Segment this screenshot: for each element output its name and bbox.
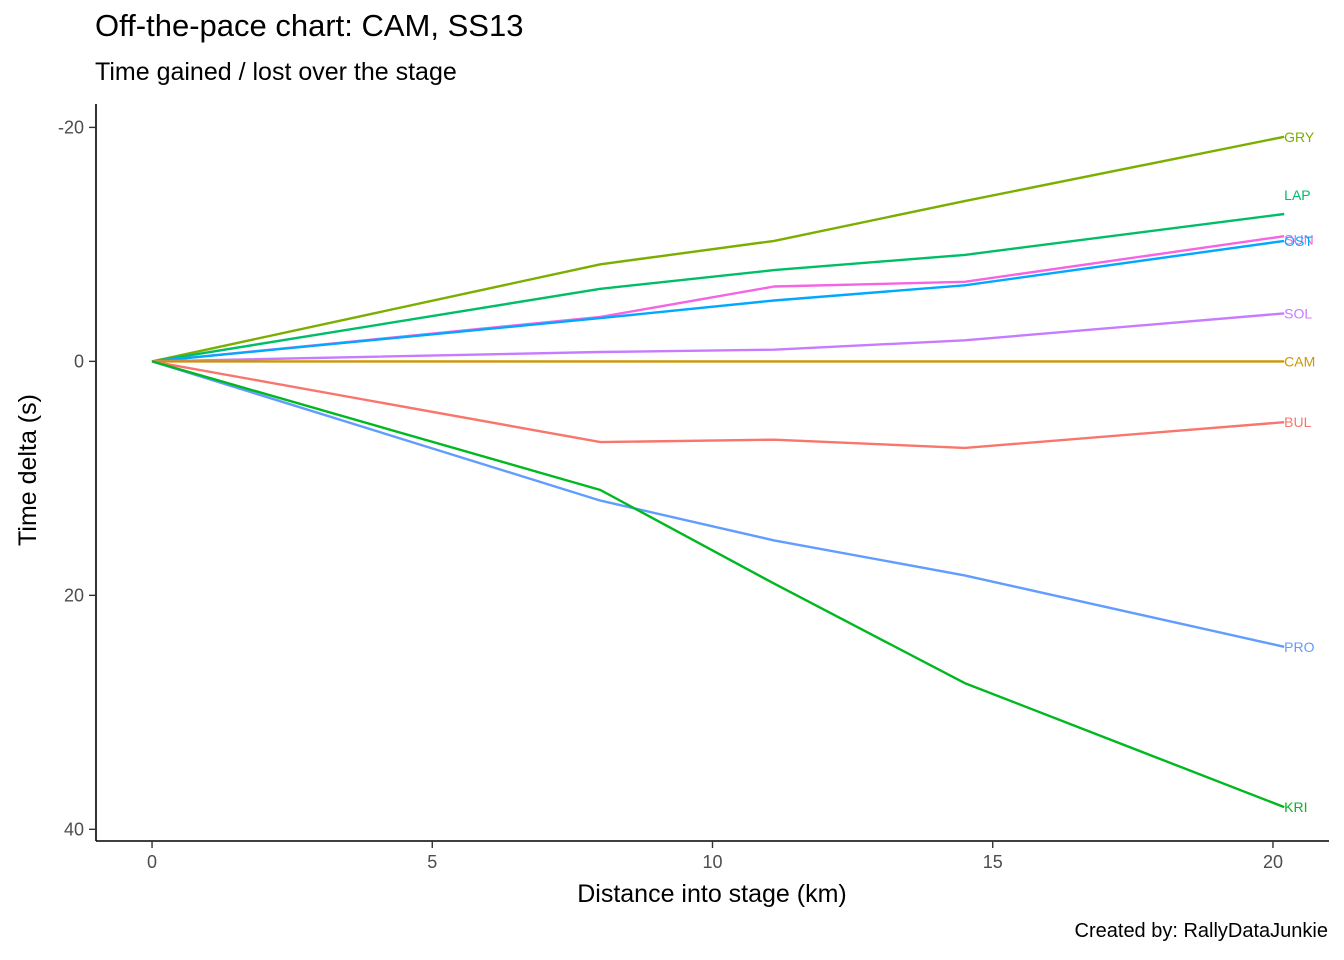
x-tick-label: 20	[1263, 852, 1283, 872]
y-axis: -20 0 20 40	[58, 104, 97, 841]
y-axis-title: Time delta (s)	[14, 394, 42, 546]
series-line-sol	[151, 312, 1285, 363]
x-axis-title: Distance into stage (km)	[577, 880, 847, 908]
end-label-pro: PRO	[1284, 639, 1314, 655]
series-line-pro	[151, 360, 1285, 648]
series-lines	[151, 135, 1285, 809]
end-label-kri: KRI	[1284, 799, 1307, 815]
chart-title: Off-the-pace chart: CAM, SS13	[95, 8, 524, 43]
x-tick-label: 15	[983, 852, 1003, 872]
chart-caption: Created by: RallyDataJunkie	[1074, 920, 1328, 942]
y-tick-label: 40	[64, 819, 84, 839]
end-label-lap: LAP	[1284, 187, 1310, 203]
x-tick-label: 0	[147, 852, 157, 872]
series-line-bul	[151, 360, 1285, 450]
end-label-ost: OST	[1284, 233, 1313, 249]
series-line-kri	[151, 360, 1285, 809]
series-line-lap	[151, 212, 1285, 363]
end-label-bul: BUL	[1284, 414, 1311, 430]
y-tick-label: -20	[58, 117, 84, 137]
x-axis: 0 5 10 15 20	[96, 840, 1329, 872]
series-line-ost	[151, 239, 1285, 363]
x-tick-label: 5	[427, 852, 437, 872]
x-tick-label: 10	[702, 852, 722, 872]
series-line-sun	[151, 235, 1285, 363]
chart-subtitle: Time gained / lost over the stage	[95, 58, 457, 86]
y-tick-label: 20	[64, 585, 84, 605]
y-tick-label: 0	[74, 351, 84, 371]
end-label-sun: SUN	[1284, 232, 1314, 248]
end-label-cam: CAM	[1284, 353, 1315, 369]
series-line-gry	[151, 135, 1285, 363]
end-label-sol: SOL	[1284, 305, 1312, 321]
end-label-gry: GRY	[1284, 129, 1315, 145]
